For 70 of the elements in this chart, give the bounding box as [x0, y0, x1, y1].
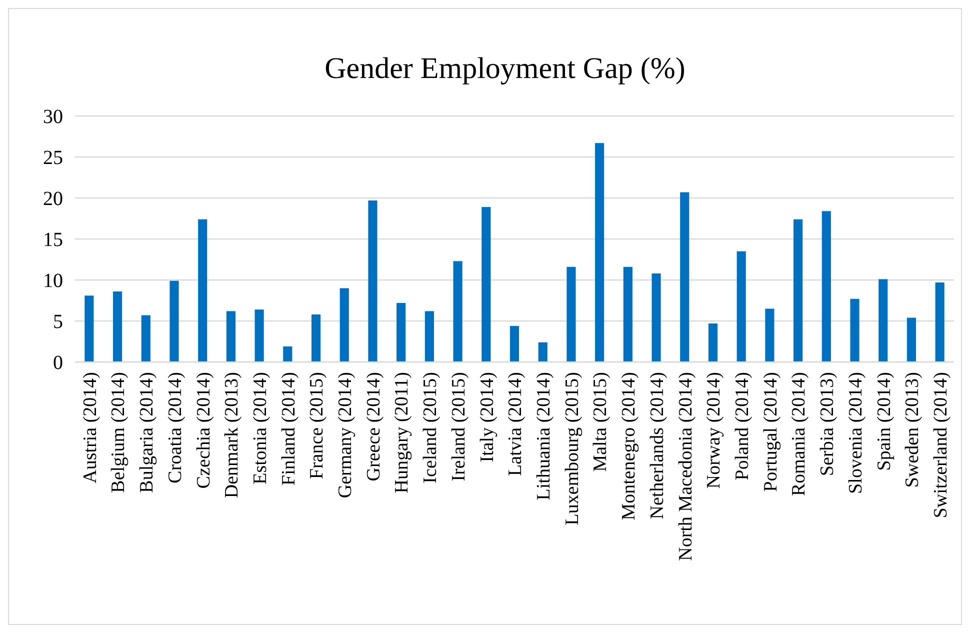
x-tick-label: Greece (2014) [363, 372, 384, 482]
x-tick-label: Italy (2014) [476, 372, 498, 462]
x-tick-label: Sweden (2013) [902, 372, 924, 488]
x-tick-label: Latvia (2014) [505, 372, 526, 476]
x-tick-label: Germany (2014) [335, 372, 356, 498]
x-tick-label: Finland (2014) [278, 372, 300, 486]
bar [311, 314, 321, 362]
x-tick-label: Czechia (2014) [193, 372, 214, 489]
bar [906, 318, 916, 362]
bar [850, 298, 860, 362]
bar [878, 279, 888, 362]
x-tick-label: Montenegro (2014) [618, 372, 640, 520]
x-tick-label: France (2015) [306, 372, 328, 480]
x-tick-label: Slovenia (2014) [845, 372, 866, 494]
bar [623, 266, 632, 362]
x-tick-label: Portugal (2014) [760, 372, 782, 492]
y-tick-label: 30 [43, 106, 63, 128]
bar [736, 251, 746, 362]
x-tick-label: Romania (2014) [788, 372, 810, 496]
x-tick-label: North Macedonia (2014) [675, 372, 696, 561]
x-tick-label: Iceland (2015) [420, 372, 442, 484]
x-tick-label: Norway (2014) [704, 372, 725, 489]
bar [538, 342, 548, 362]
bar [935, 282, 944, 362]
y-tick-label: 15 [43, 229, 63, 251]
bar [595, 143, 604, 362]
x-tick-label: Bulgaria (2014) [136, 372, 158, 493]
bar [680, 192, 690, 362]
bar [794, 219, 803, 362]
bar [141, 315, 150, 362]
bar [170, 280, 179, 362]
x-tick-label: Switzerland (2014) [930, 372, 952, 518]
y-tick-label: 0 [53, 352, 63, 374]
x-tick-label: Estonia (2014) [250, 372, 271, 484]
bar [708, 323, 718, 362]
bar [198, 219, 208, 362]
y-tick-label: 5 [53, 311, 63, 333]
bar [112, 291, 122, 362]
x-tick-label: Poland (2014) [732, 372, 753, 480]
y-tick-label: 25 [43, 147, 63, 169]
bar [822, 211, 831, 362]
x-tick-label: Lithuania (2014) [534, 372, 555, 500]
bar [652, 273, 661, 362]
x-tick-label: Luxembourg (2015) [562, 372, 583, 526]
x-tick-label: Spain (2014) [874, 372, 895, 471]
bar [566, 266, 576, 362]
bar [368, 200, 378, 362]
bar [765, 308, 774, 362]
bar [283, 346, 292, 362]
x-tick-label: Denmark (2013) [222, 372, 243, 498]
bar [254, 310, 264, 362]
bar [84, 296, 94, 362]
x-tick-label: Belgium (2014) [108, 372, 130, 493]
bar [340, 288, 349, 362]
bar [510, 326, 520, 362]
x-tick-label: Austria (2014) [80, 372, 101, 484]
bar [453, 261, 462, 362]
x-tick-label: Serbia (2013) [817, 372, 838, 476]
x-tick-label: Netherlands (2014) [646, 372, 668, 520]
y-tick-label: 10 [43, 270, 63, 292]
bar [424, 311, 434, 362]
bar [482, 207, 491, 362]
bar [396, 302, 406, 362]
chart-title: Gender Employment Gap (%) [324, 52, 686, 85]
x-tick-label: Hungary (2011) [392, 372, 413, 494]
x-tick-label: Malta (2015) [590, 372, 612, 472]
x-tick-label: Ireland (2015) [448, 372, 470, 482]
x-tick-label: Croatia (2014) [164, 372, 186, 484]
y-tick-label: 20 [43, 188, 63, 210]
bar [226, 311, 236, 362]
